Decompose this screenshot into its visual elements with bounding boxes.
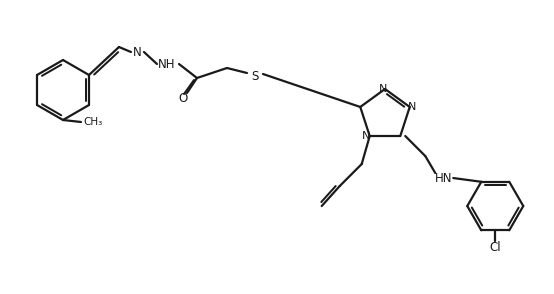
Text: HN: HN xyxy=(434,171,452,185)
Text: N: N xyxy=(132,46,141,59)
Text: S: S xyxy=(252,69,259,83)
Text: N: N xyxy=(379,84,387,94)
Text: NH: NH xyxy=(158,58,176,71)
Text: N: N xyxy=(408,102,416,112)
Text: Cl: Cl xyxy=(490,240,501,253)
Text: N: N xyxy=(362,131,370,141)
Text: CH₃: CH₃ xyxy=(83,117,102,127)
Text: O: O xyxy=(178,91,188,104)
